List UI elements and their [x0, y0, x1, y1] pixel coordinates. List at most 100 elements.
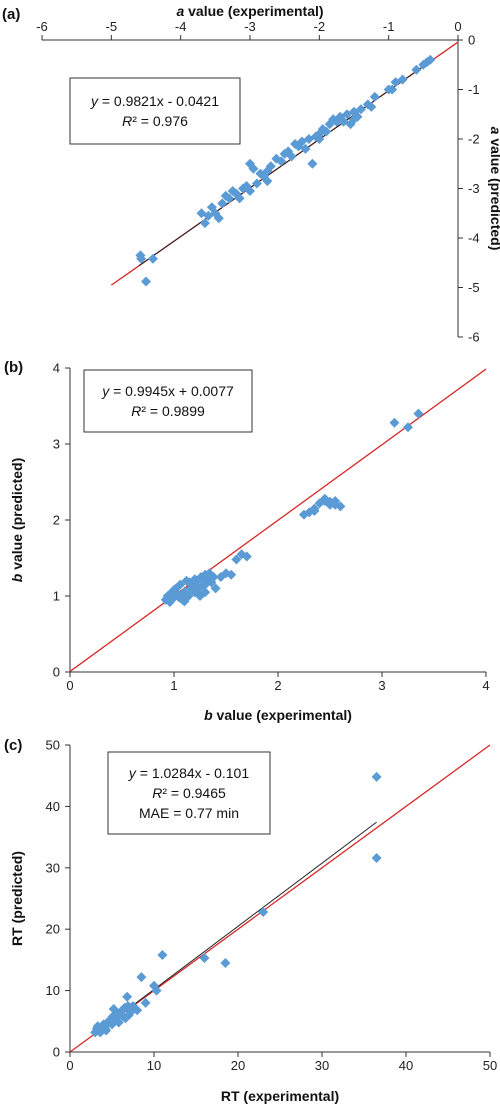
data-point	[300, 143, 311, 154]
equation-box	[107, 751, 271, 835]
data-point	[122, 1000, 133, 1011]
x-tick-label: -3	[244, 19, 256, 34]
equation-box	[83, 369, 253, 433]
y-tick-label: -1	[468, 82, 480, 97]
data-point	[369, 91, 380, 102]
data-point	[286, 151, 297, 162]
chart-panel-1: (b) 0 1 2 3 4 0 1 2 3 4 b value (experimental) b val…	[4, 359, 490, 723]
mae-text: MAE = 0.77 min	[139, 805, 239, 821]
r-squared-text: R² = 0.9465	[152, 785, 226, 801]
data-point	[276, 156, 287, 167]
data-point	[226, 569, 237, 580]
x-tick-label: 1	[170, 678, 177, 693]
data-point	[217, 198, 228, 209]
x-axis-title: b value (experimental)	[204, 707, 352, 723]
data-point	[355, 104, 366, 115]
data-point	[163, 593, 174, 604]
data-point	[411, 64, 422, 75]
y-tick-label: 10	[46, 983, 60, 998]
x-tick-label: 30	[315, 1058, 329, 1073]
data-point	[140, 997, 151, 1008]
x-axis-title: a value (experimental)	[176, 3, 323, 19]
data-point	[265, 161, 276, 172]
data-point	[200, 587, 211, 598]
equation-text: y = 0.9821x - 0.0421	[90, 93, 219, 109]
data-point	[179, 591, 190, 601]
x-tick-label: 0	[66, 1058, 73, 1073]
data-point	[199, 953, 210, 964]
data-point	[122, 991, 133, 1002]
x-tick-label: 4	[482, 678, 489, 693]
data-point	[175, 579, 186, 590]
data-point	[220, 957, 231, 968]
data-point	[169, 584, 179, 595]
y-tick-label: 4	[53, 361, 60, 376]
data-point	[331, 116, 342, 127]
x-axis-title: RT (experimental)	[221, 1088, 339, 1104]
y-tick-label: -3	[468, 181, 480, 196]
y-tick-label: 0	[468, 33, 475, 48]
data-point	[205, 575, 216, 586]
data-point	[136, 972, 147, 983]
data-point	[371, 771, 382, 782]
x-tick-label: 2	[274, 678, 281, 693]
data-point	[120, 1013, 131, 1024]
data-point	[245, 185, 255, 196]
y-tick-label: -2	[468, 132, 480, 147]
data-point	[119, 1002, 130, 1013]
data-point	[309, 505, 320, 516]
panel-label: (c)	[4, 737, 22, 754]
y-axis-title: b value (predicted)	[9, 458, 25, 582]
data-point	[304, 507, 315, 518]
y-tick-label: -6	[468, 330, 480, 345]
data-point	[330, 499, 341, 510]
y-tick-label: -4	[468, 231, 480, 246]
y-tick-label: -5	[468, 280, 480, 295]
y-tick-label: 1	[53, 589, 60, 604]
panel-label: (b)	[4, 359, 23, 376]
data-point	[389, 417, 400, 428]
equation-text: y = 1.0284x - 0.101	[128, 765, 249, 781]
x-tick-label: 40	[399, 1058, 413, 1073]
data-point	[231, 554, 242, 565]
fit-line	[69, 368, 487, 672]
data-point	[387, 84, 398, 95]
x-tick-label: 0	[454, 19, 461, 34]
data-point	[262, 176, 273, 187]
data-point	[147, 253, 158, 264]
data-point	[189, 574, 200, 585]
equation-box	[69, 77, 241, 145]
x-tick-label: -2	[314, 19, 326, 34]
data-point	[397, 74, 408, 85]
data-point	[141, 276, 151, 287]
data-point	[234, 193, 245, 204]
r-squared-text: R² = 0.976	[122, 113, 188, 129]
data-point	[101, 1025, 112, 1036]
y-tick-label: 2	[53, 513, 60, 528]
data-point	[258, 907, 269, 918]
y-tick-label: 50	[46, 738, 60, 753]
data-point	[314, 129, 325, 140]
y-tick-label: 40	[46, 799, 60, 814]
y-tick-label: 3	[53, 437, 60, 452]
x-tick-label: -1	[383, 19, 395, 34]
y-tick-label: 20	[46, 922, 60, 937]
y-tick-label: 30	[46, 860, 60, 875]
x-tick-label: 10	[147, 1058, 161, 1073]
data-point	[213, 213, 224, 224]
data-point	[199, 218, 210, 229]
data-point	[403, 422, 413, 433]
fit-line	[69, 744, 491, 1053]
x-tick-label: -6	[36, 19, 48, 34]
y-tick-label: 0	[53, 665, 60, 680]
data-point	[109, 1014, 120, 1025]
data-point	[413, 408, 424, 419]
chart-panel-2: (c) 0 10 20 30 40 50 0 10 20 30 40 50 RT (experimenta…	[4, 737, 497, 1104]
data-point	[224, 193, 235, 204]
data-point	[157, 949, 168, 960]
data-point	[241, 551, 252, 562]
data-point	[179, 596, 190, 607]
data-point	[189, 579, 200, 590]
trend-line	[138, 58, 435, 267]
